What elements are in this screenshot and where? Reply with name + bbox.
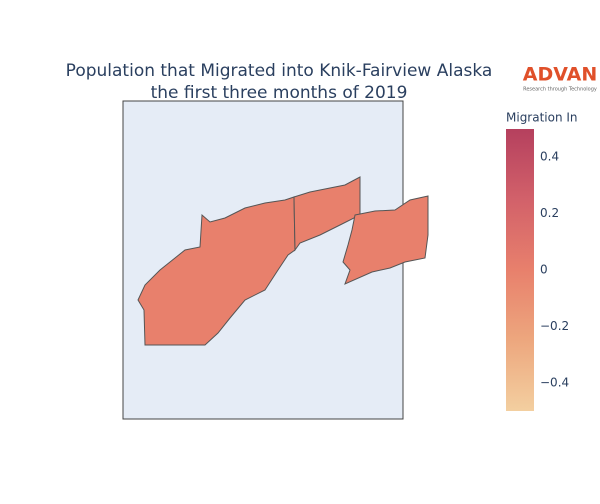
logo-name: ADVAN: [523, 64, 598, 86]
colorbar-tick-label: −0.4: [540, 375, 569, 389]
logo-tagline: Research through Technology: [523, 87, 597, 93]
colorbar-tick-label: 0.2: [540, 206, 559, 220]
colorbar-title: Migration In: [506, 111, 578, 125]
colorbar: [506, 129, 534, 411]
chart-title: Population that Migrated into Knik-Fairv…: [66, 61, 493, 81]
region: [137, 196, 296, 346]
colorbar-tick-label: −0.2: [540, 319, 569, 333]
colorbar-tick-label: 0.4: [540, 150, 559, 164]
region: [342, 195, 429, 285]
colorbar-tick-label: 0: [540, 263, 548, 277]
chart-title: the first three months of 2019: [151, 83, 408, 103]
